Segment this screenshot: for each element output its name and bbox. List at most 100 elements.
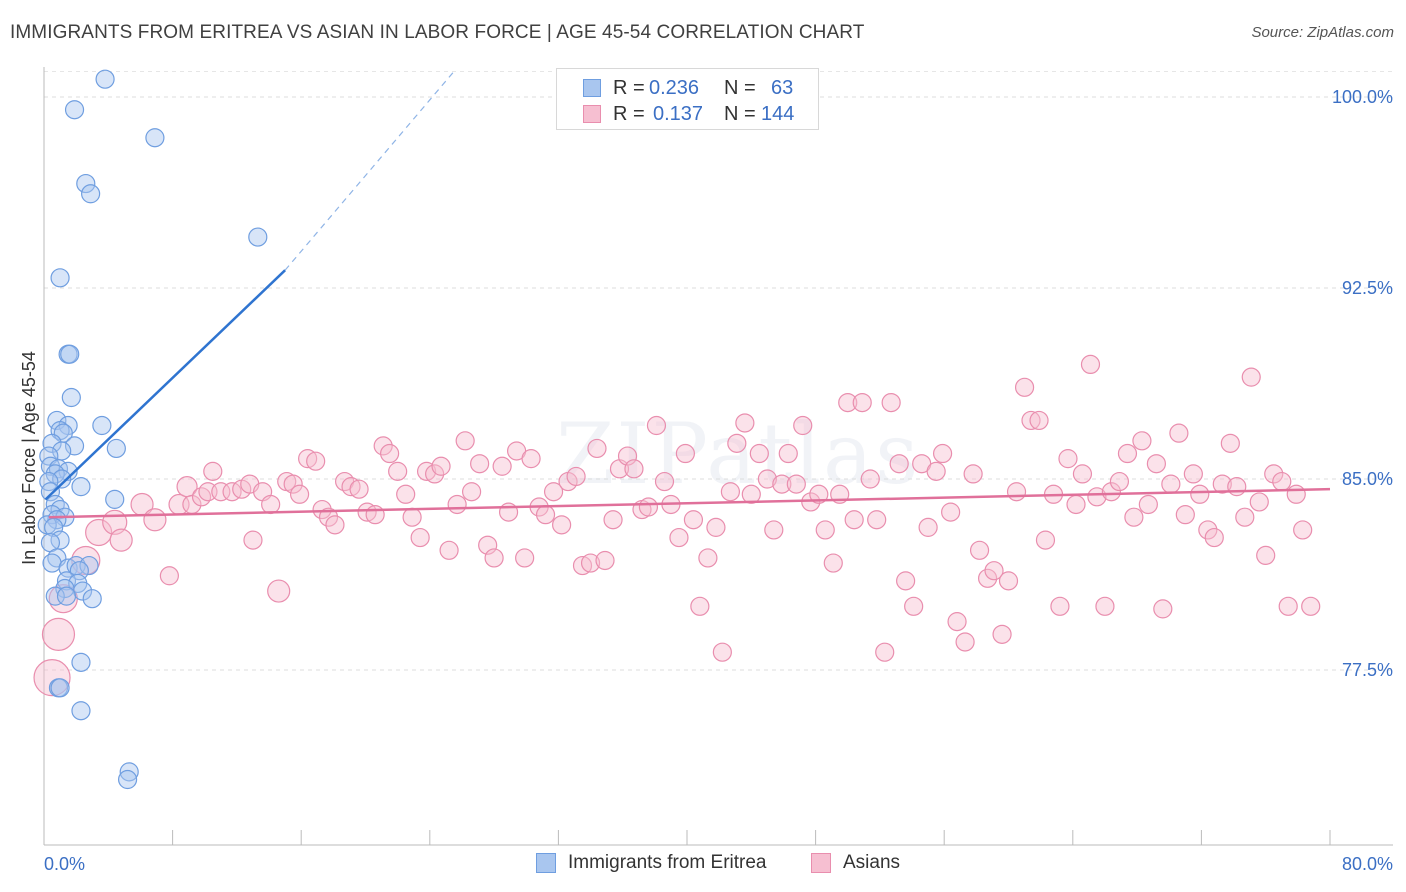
asian-point [402, 507, 422, 527]
asian-point [955, 632, 975, 652]
r-label: R = [613, 102, 645, 125]
gridlines [44, 71, 1393, 671]
eritrea-point [76, 173, 96, 194]
asian-point [706, 517, 726, 537]
asian-point [1014, 377, 1035, 397]
eritrea-point [71, 652, 91, 672]
asian-point [159, 566, 179, 586]
asian-point [624, 459, 644, 479]
asian-point [580, 553, 601, 573]
watermark: ZIPatlas [556, 405, 921, 503]
asian-point [1183, 464, 1203, 484]
asian-point [757, 469, 777, 489]
asian-point [675, 443, 695, 464]
asian-point [875, 642, 895, 662]
asian-point [365, 505, 385, 525]
asian-point [447, 494, 467, 515]
asian-point [535, 505, 556, 525]
asian-point [793, 415, 813, 436]
asian-point [1241, 367, 1261, 387]
asian-point [932, 443, 953, 464]
asian-point [388, 461, 408, 481]
asian-point [1035, 530, 1056, 550]
asian-point [431, 456, 451, 476]
asian-point [603, 510, 623, 530]
asian-point [638, 497, 659, 517]
asian-point [881, 393, 901, 413]
asian-point [992, 624, 1012, 644]
asian-point [904, 596, 924, 616]
asian-point [669, 527, 689, 548]
asian-point [984, 561, 1004, 581]
asian-point [566, 466, 586, 487]
eritrea-point [64, 436, 85, 456]
asian-point [896, 571, 916, 591]
asian-point [1087, 487, 1107, 507]
asian-point [772, 474, 792, 494]
eritrea-point [50, 678, 70, 698]
asian-point [654, 471, 675, 492]
asian-point [325, 515, 345, 535]
asian-point [1256, 545, 1276, 566]
eritrea-point [40, 482, 61, 502]
asian-point [1220, 433, 1240, 453]
asian-point [749, 443, 769, 464]
asian-point [1117, 443, 1138, 464]
asian-point [1132, 431, 1152, 451]
n-value: 144 [761, 102, 795, 125]
asian-point [261, 494, 281, 515]
asian-point [33, 659, 71, 697]
asian-point [380, 443, 400, 464]
asian-point [823, 553, 843, 573]
eritrea-point [39, 471, 59, 492]
asian-point [998, 571, 1019, 591]
asian-point [455, 431, 475, 451]
asian-point [1138, 494, 1158, 515]
asian-point [735, 413, 755, 433]
r-value: 0.137 [653, 102, 704, 125]
legend-item-eritrea[interactable]: Immigrants from Eritrea [536, 852, 796, 876]
asian-point [1175, 505, 1195, 525]
asian-point [1006, 482, 1027, 502]
asian-point [889, 454, 909, 474]
asian-point [1286, 484, 1306, 504]
asian-point [1029, 410, 1049, 431]
eritrea-point [71, 477, 91, 497]
eritrea-point [248, 227, 268, 247]
chart-title: IMMIGRANTS FROM ERITREA VS ASIAN IN LABO… [10, 22, 865, 43]
eritrea-point [117, 769, 138, 790]
asian-point [646, 415, 667, 436]
asian-point [425, 464, 445, 484]
r-label: R = [613, 76, 645, 99]
eritrea-point [105, 489, 125, 509]
asian-point [1124, 507, 1144, 527]
asian-point [587, 438, 607, 459]
asian-point [41, 617, 76, 651]
asian-point [143, 508, 167, 532]
asian-point [289, 484, 310, 504]
asian-point [1072, 464, 1093, 484]
trend-lines [44, 71, 1331, 519]
asian-point [1021, 410, 1041, 431]
asian-point [492, 456, 512, 476]
asian-point [1235, 507, 1255, 527]
asian-point [941, 502, 961, 522]
asian-point [515, 548, 535, 568]
eritrea-point [145, 128, 165, 148]
asian-point [1227, 477, 1247, 497]
eritrea-point [82, 589, 102, 609]
eritrea-trend-line [44, 269, 286, 501]
legend-item-asians[interactable]: Asians [811, 852, 931, 876]
asian-point [1109, 471, 1130, 492]
n-label: N = [724, 102, 756, 125]
eritrea-point [106, 438, 126, 459]
asian-point [1146, 454, 1166, 474]
eritrea-point [71, 701, 91, 721]
asian-point [410, 527, 430, 548]
eritrea-point [45, 464, 65, 484]
asian-point [683, 510, 704, 530]
asian-point [1066, 494, 1086, 515]
asian-point [815, 520, 835, 540]
asian-point [318, 507, 339, 527]
asian-point [918, 517, 938, 537]
